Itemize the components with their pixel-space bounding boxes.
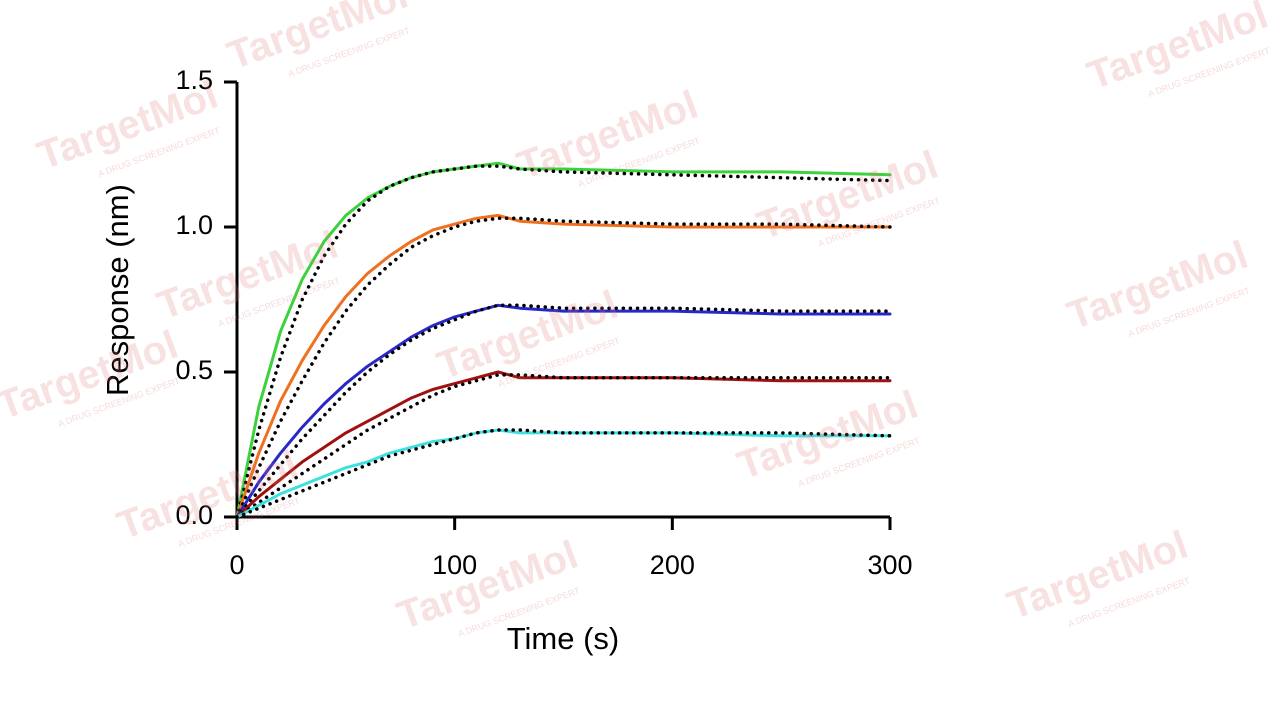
y-tick-label: 0.5 bbox=[175, 355, 213, 385]
x-tick-label: 0 bbox=[229, 550, 244, 580]
fit-line bbox=[235, 428, 892, 519]
x-tick-label: 300 bbox=[867, 550, 912, 580]
x-axis-title: Time (s) bbox=[507, 621, 620, 656]
data-line bbox=[235, 161, 892, 519]
fit-line bbox=[235, 216, 892, 519]
data-line bbox=[235, 428, 892, 519]
fit-line bbox=[235, 303, 892, 519]
x-tick-label: 100 bbox=[432, 550, 477, 580]
data-line bbox=[235, 303, 892, 519]
fit-line bbox=[235, 164, 892, 519]
y-axis-title: Response (nm) bbox=[100, 184, 135, 396]
fit-line bbox=[235, 373, 892, 519]
y-tick-label: 1.0 bbox=[175, 210, 213, 240]
x-tick-label: 200 bbox=[650, 550, 695, 580]
y-tick-label: 1.5 bbox=[175, 65, 213, 95]
y-tick-label: 0.0 bbox=[175, 500, 213, 530]
data-line bbox=[235, 213, 892, 519]
